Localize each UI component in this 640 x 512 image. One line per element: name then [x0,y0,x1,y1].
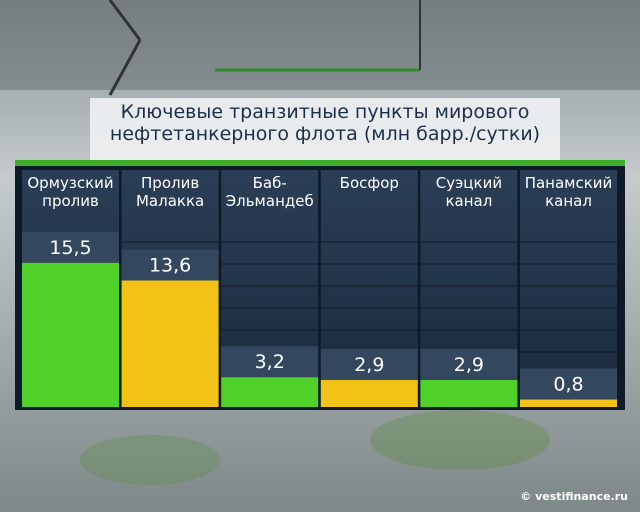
value-label: 13,6 [149,255,191,277]
bar [520,399,617,407]
value-label: 2,9 [454,354,484,376]
bar [320,380,418,407]
bar [22,262,119,407]
value-label-box [121,249,219,281]
bar [121,280,219,407]
accent-bar [15,160,625,166]
chart-title: Ключевые транзитные пункты мирового нефте… [110,101,540,145]
column [520,170,617,407]
bar [420,380,518,407]
value-label-box [22,231,119,263]
value-label: 15,5 [49,237,91,259]
value-label-box [221,346,319,378]
value-label-box [420,349,518,381]
title-box [90,98,560,160]
value-label: 0,8 [553,374,583,396]
x-tick-label: Босфор [340,174,399,192]
x-tick-label: Пролив Малакка [136,174,204,210]
x-tick-label: Баб-Эльмандеб [226,174,314,210]
source: © vestifinance.ru [520,490,628,503]
value-label: 3,2 [255,351,285,373]
bar [221,377,319,407]
backdrop [0,0,640,485]
x-tick-label: Суэцкий канал [436,174,502,210]
value-label-box [320,349,418,381]
x-tick-label: Панамский канал [525,174,613,210]
value-label-box [520,368,617,400]
value-label: 2,9 [354,354,384,376]
x-tick-label: Ормузский пролив [27,174,113,210]
